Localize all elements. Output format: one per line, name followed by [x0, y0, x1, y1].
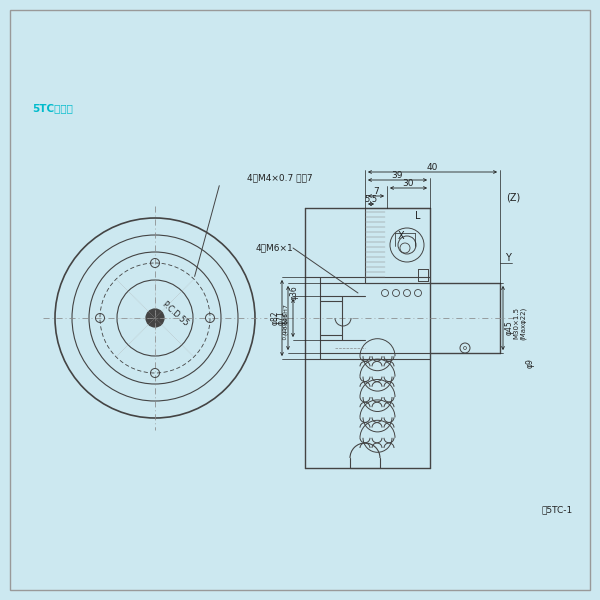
Text: φ45: φ45: [505, 320, 514, 335]
Text: 5.5: 5.5: [364, 196, 377, 205]
Text: φ46H7: φ46H7: [284, 304, 289, 325]
Text: 5TC寸法図: 5TC寸法図: [32, 103, 73, 113]
Text: 7: 7: [373, 187, 379, 196]
Text: M30×1.5: M30×1.5: [513, 307, 519, 339]
Text: 4－M4×0.7 深サ7: 4－M4×0.7 深サ7: [247, 173, 313, 182]
Text: (+0.025: (+0.025: [284, 313, 289, 335]
Text: L: L: [415, 211, 421, 221]
Text: φ36: φ36: [290, 286, 299, 301]
Text: 30: 30: [402, 179, 414, 187]
Text: 40: 40: [427, 163, 437, 172]
Text: 39: 39: [391, 170, 403, 179]
Text: φ71: φ71: [277, 311, 286, 325]
Text: (Z): (Z): [506, 193, 520, 203]
Text: 図5TC-1: 図5TC-1: [542, 505, 573, 514]
Text: φ9: φ9: [526, 358, 535, 368]
Text: Y: Y: [505, 253, 511, 263]
Text: P.C.D 55: P.C.D 55: [161, 300, 190, 328]
Text: (Maxφ22): (Maxφ22): [520, 307, 526, 340]
Text: 0.000): 0.000): [284, 322, 289, 343]
Text: 4－M6×1: 4－M6×1: [255, 244, 293, 253]
Text: φ82: φ82: [271, 311, 280, 325]
Circle shape: [146, 309, 164, 327]
Text: X: X: [398, 231, 404, 241]
